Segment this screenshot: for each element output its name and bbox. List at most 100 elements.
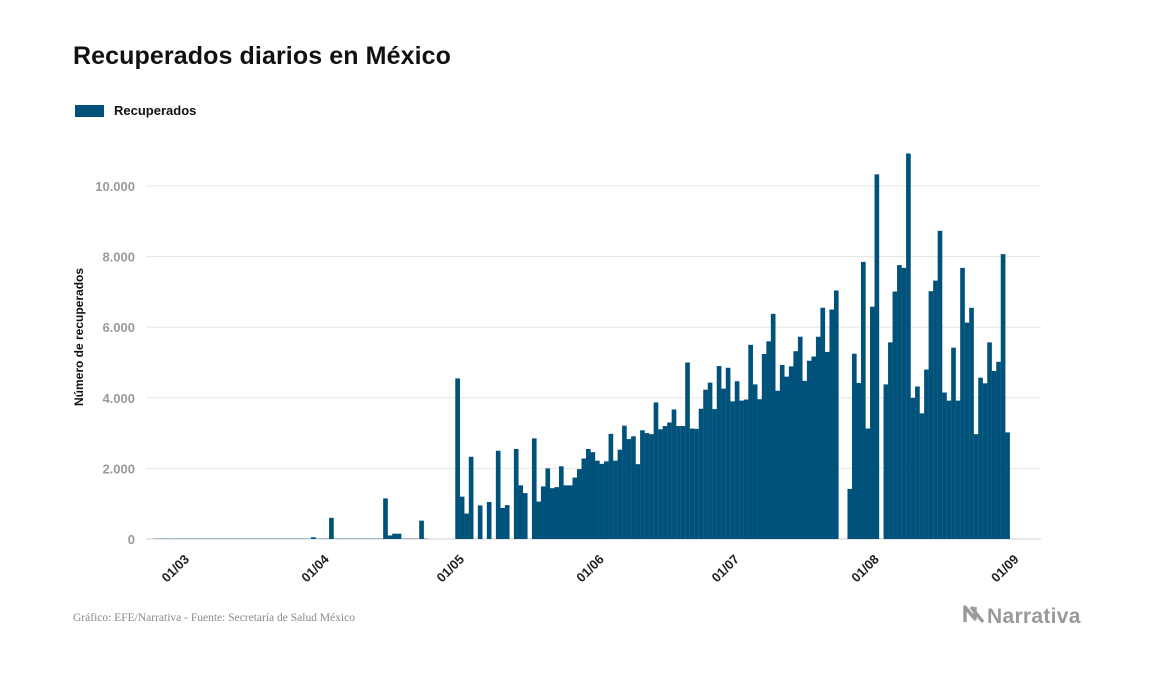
y-axis-ticks: 0 2.000 4.000 6.000 8.000 10.000 bbox=[95, 179, 135, 547]
bar bbox=[536, 501, 542, 539]
bar bbox=[1000, 254, 1006, 539]
bar bbox=[856, 382, 862, 539]
bar bbox=[157, 538, 163, 539]
bar bbox=[662, 426, 668, 539]
bar bbox=[946, 400, 952, 539]
bar bbox=[374, 538, 379, 539]
x-axis-ticks: 01/03 01/04 01/05 01/06 01/07 01/08 01/09 bbox=[159, 551, 1022, 585]
bar bbox=[180, 538, 185, 539]
bar bbox=[991, 370, 997, 539]
bar bbox=[802, 380, 808, 539]
bar bbox=[748, 344, 753, 539]
bar bbox=[739, 400, 744, 539]
bar bbox=[347, 538, 352, 539]
bar bbox=[162, 538, 167, 539]
bar bbox=[725, 367, 731, 539]
bar bbox=[504, 505, 510, 539]
y-tick-label: 2.000 bbox=[102, 461, 135, 476]
bar bbox=[356, 538, 361, 539]
bar bbox=[419, 520, 424, 539]
bars bbox=[153, 153, 1010, 540]
bar bbox=[996, 361, 1001, 539]
legend-swatch bbox=[75, 104, 104, 117]
bar bbox=[590, 452, 596, 539]
bar bbox=[171, 538, 176, 539]
bar bbox=[829, 309, 835, 539]
bar bbox=[806, 360, 812, 539]
bar bbox=[788, 366, 794, 539]
bar bbox=[973, 434, 979, 539]
bar bbox=[784, 376, 790, 539]
bar bbox=[283, 538, 289, 539]
bar bbox=[955, 400, 961, 539]
y-axis-label: Número de recuperados bbox=[72, 268, 86, 406]
bar bbox=[870, 306, 875, 539]
legend: Recuperados bbox=[75, 103, 196, 118]
bar bbox=[847, 488, 853, 539]
bar bbox=[256, 538, 262, 539]
bar bbox=[743, 399, 749, 539]
bar bbox=[531, 438, 537, 539]
bar bbox=[329, 517, 334, 539]
bar bbox=[581, 458, 587, 539]
bar bbox=[216, 538, 221, 539]
bar bbox=[770, 313, 776, 539]
bar bbox=[716, 366, 722, 539]
bar bbox=[833, 290, 839, 539]
bar bbox=[423, 538, 429, 539]
source-note: Gráfico: EFE/Narrativa - Fuente: Secreta… bbox=[73, 612, 355, 624]
bar bbox=[851, 353, 857, 539]
bar bbox=[500, 507, 506, 539]
bar bbox=[459, 496, 465, 539]
bar bbox=[351, 538, 357, 539]
bar bbox=[184, 538, 190, 539]
bar bbox=[270, 538, 275, 539]
bar bbox=[486, 501, 492, 539]
bar bbox=[153, 538, 158, 539]
bar bbox=[396, 533, 402, 539]
bar bbox=[576, 469, 582, 539]
bar bbox=[631, 436, 636, 539]
bar bbox=[942, 392, 947, 539]
bar bbox=[468, 456, 474, 539]
bar bbox=[302, 538, 307, 539]
bar bbox=[689, 428, 695, 539]
bar bbox=[225, 538, 230, 539]
bar bbox=[874, 174, 880, 539]
bar bbox=[779, 364, 785, 539]
bar bbox=[297, 538, 303, 539]
bar bbox=[775, 390, 781, 539]
bar bbox=[928, 291, 934, 539]
bar bbox=[274, 538, 280, 539]
bar bbox=[865, 428, 871, 539]
bar bbox=[951, 347, 956, 539]
narrativa-logo: Narrativa bbox=[963, 604, 1081, 629]
bar bbox=[698, 408, 704, 539]
bar bbox=[265, 538, 271, 539]
bar bbox=[554, 487, 560, 539]
bar bbox=[414, 538, 420, 539]
bar bbox=[861, 261, 866, 539]
bar bbox=[572, 477, 578, 539]
x-tick-label: 01/08 bbox=[848, 552, 882, 586]
bar bbox=[540, 486, 546, 539]
bar bbox=[617, 449, 623, 539]
bar bbox=[626, 439, 632, 539]
bar bbox=[464, 513, 469, 539]
bar bbox=[306, 538, 312, 539]
narrativa-n-icon bbox=[963, 604, 985, 629]
bar bbox=[703, 389, 708, 539]
bar bbox=[522, 493, 528, 539]
bar bbox=[712, 409, 717, 539]
bar bbox=[333, 538, 339, 539]
bar bbox=[644, 433, 650, 539]
bar bbox=[613, 460, 618, 539]
y-tick-label: 4.000 bbox=[102, 391, 135, 406]
bar bbox=[793, 351, 799, 539]
x-tick-label: 01/07 bbox=[709, 552, 743, 586]
y-tick-label: 6.000 bbox=[102, 320, 135, 335]
bar bbox=[513, 448, 519, 539]
logo-text: Narrativa bbox=[987, 604, 1081, 628]
bar bbox=[766, 341, 771, 539]
bar bbox=[279, 538, 284, 539]
